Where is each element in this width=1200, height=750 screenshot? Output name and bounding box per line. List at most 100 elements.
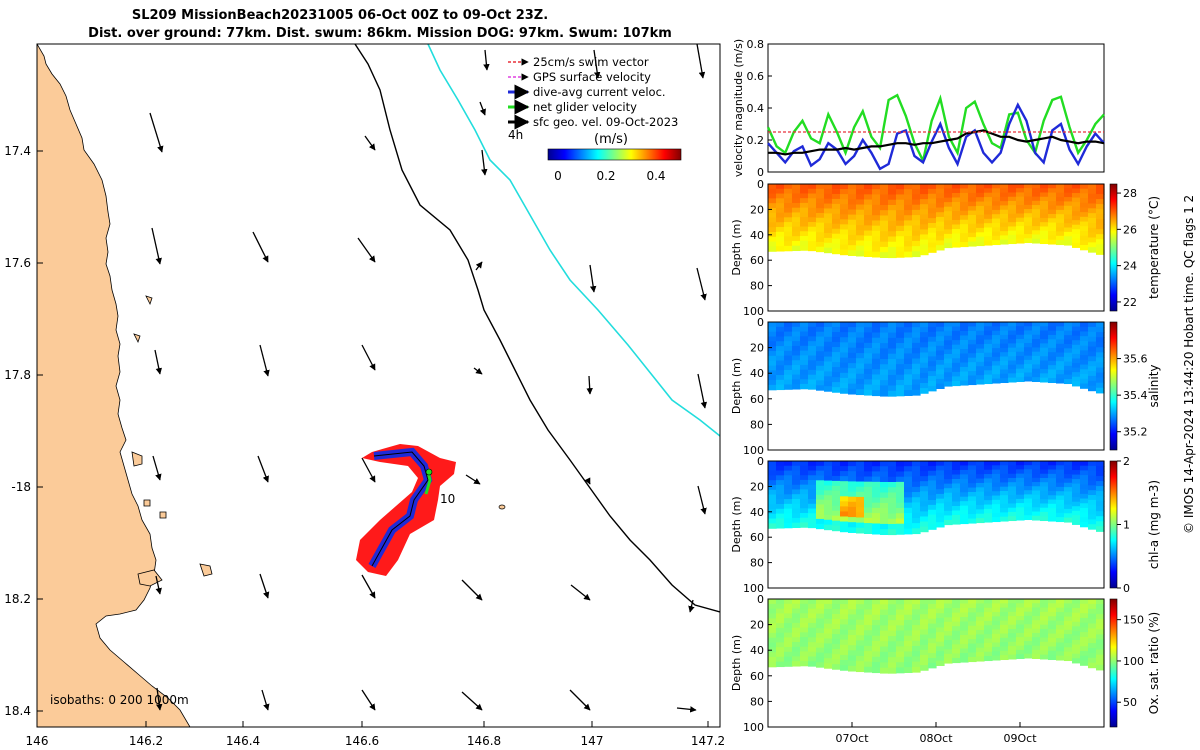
heatmap-cell	[1048, 633, 1057, 639]
heatmap-cell	[832, 505, 841, 512]
heatmap-cell	[1056, 222, 1065, 228]
heatmap-cell	[1056, 192, 1065, 198]
heatmap-cell	[840, 481, 849, 487]
heatmap-cell	[960, 380, 969, 386]
heatmap-cell	[864, 348, 873, 354]
heatmap-cell	[1008, 503, 1017, 509]
heatmap-cell	[816, 241, 825, 248]
heatmap-cell	[808, 508, 817, 514]
heatmap-cell	[1064, 370, 1073, 376]
heatmap-cell	[976, 330, 985, 336]
heatmap-cell	[840, 372, 849, 379]
heatmap-cell	[800, 656, 809, 662]
heatmap-cell	[976, 192, 985, 198]
heatmap-cell	[816, 475, 825, 481]
heatmap-cell	[896, 497, 905, 504]
heatmap-cell	[1032, 486, 1041, 492]
heatmap-cell	[1024, 469, 1033, 475]
heatmap-cell	[1016, 473, 1025, 479]
map-y-tick-label: -18	[11, 480, 31, 494]
heatmap-cell	[848, 614, 857, 621]
heatmap-cell	[816, 628, 825, 634]
heatmap-cell	[960, 362, 969, 368]
heatmap-cell	[1088, 662, 1097, 669]
heatmap-cell	[864, 384, 873, 391]
heatmap-cell	[856, 219, 865, 226]
heatmap-cell	[944, 184, 953, 190]
heatmap-cell	[1080, 622, 1089, 628]
heatmap-cell	[960, 469, 969, 475]
heatmap-cell	[896, 662, 905, 669]
heatmap-cell	[1032, 213, 1041, 219]
heatmap-cell	[1008, 356, 1017, 362]
heatmap-cell	[816, 380, 825, 386]
heatmap-cell	[928, 184, 937, 190]
heatmap-cell	[768, 518, 777, 524]
heatmap-cell	[984, 513, 993, 519]
heatmap-cell	[840, 491, 849, 497]
heatmap-cell	[920, 639, 929, 646]
heatmap-cell	[952, 371, 961, 378]
heatmap-cell	[1048, 508, 1057, 513]
heatmap-cell	[928, 599, 937, 605]
heatmap-cell	[1008, 499, 1017, 505]
heatmap-cell	[920, 461, 929, 467]
heatmap-cell	[1056, 469, 1065, 475]
heatmap-cell	[1080, 235, 1089, 241]
heatmap-cell	[1072, 470, 1081, 476]
heatmap-cell	[968, 625, 977, 631]
heatmap-cell	[944, 483, 953, 489]
heatmap-cell	[888, 667, 897, 674]
heatmap-cell	[824, 465, 833, 472]
heatmap-cell	[824, 461, 833, 467]
heatmap-cell	[776, 379, 785, 386]
heatmap-cell	[960, 492, 969, 498]
heatmap-cell	[808, 642, 817, 648]
heatmap-cell	[968, 599, 977, 605]
heatmap-cell	[992, 326, 1001, 332]
heatmap-cell	[1064, 192, 1073, 198]
heatmap-cell	[904, 251, 913, 258]
small-island	[498, 504, 506, 510]
heatmap-cell	[888, 231, 897, 238]
heatmap-cell	[1024, 607, 1033, 613]
heatmap-cell	[768, 628, 777, 634]
heatmap-cell	[976, 339, 985, 345]
heatmap-cell	[880, 508, 889, 515]
heatmap-cell	[888, 641, 897, 648]
heatmap-cell	[888, 471, 897, 478]
heatmap-cell	[936, 512, 945, 519]
heatmap-cell	[1040, 200, 1049, 206]
heatmap-cell	[784, 461, 793, 467]
heatmap-cell	[872, 332, 881, 339]
heatmap-cell	[888, 461, 897, 467]
heatmap-cell	[840, 599, 849, 605]
heatmap-cell	[848, 511, 857, 518]
heatmap-cell	[848, 219, 857, 226]
heatmap-cell	[912, 189, 921, 195]
heatmap-cell	[1080, 489, 1089, 495]
heatmap-cell	[984, 638, 993, 644]
heatmap-cell	[968, 375, 977, 381]
heatmap-cell	[816, 662, 825, 668]
heatmap-cell	[920, 332, 929, 338]
heatmap-cell	[776, 227, 785, 233]
heatmap-cell	[1016, 338, 1025, 344]
heatmap-cell	[896, 241, 905, 248]
velocity-arrow	[361, 344, 376, 371]
heatmap-cell	[952, 510, 961, 516]
heatmap-cell	[1040, 624, 1049, 630]
heatmap-cell	[888, 466, 897, 473]
heatmap-cell	[1000, 365, 1009, 371]
heatmap-cell	[896, 327, 905, 334]
heatmap-cell	[808, 369, 817, 376]
heatmap-cell	[992, 625, 1001, 631]
heatmap-cell	[1032, 188, 1041, 194]
heatmap-cell	[816, 360, 825, 367]
heatmap-cell	[768, 217, 777, 223]
heatmap-cell	[1008, 633, 1017, 639]
heatmap-cell	[800, 235, 809, 242]
heatmap-cell	[792, 231, 801, 237]
heatmap-cell	[848, 240, 857, 246]
heatmap-cell	[800, 479, 809, 486]
